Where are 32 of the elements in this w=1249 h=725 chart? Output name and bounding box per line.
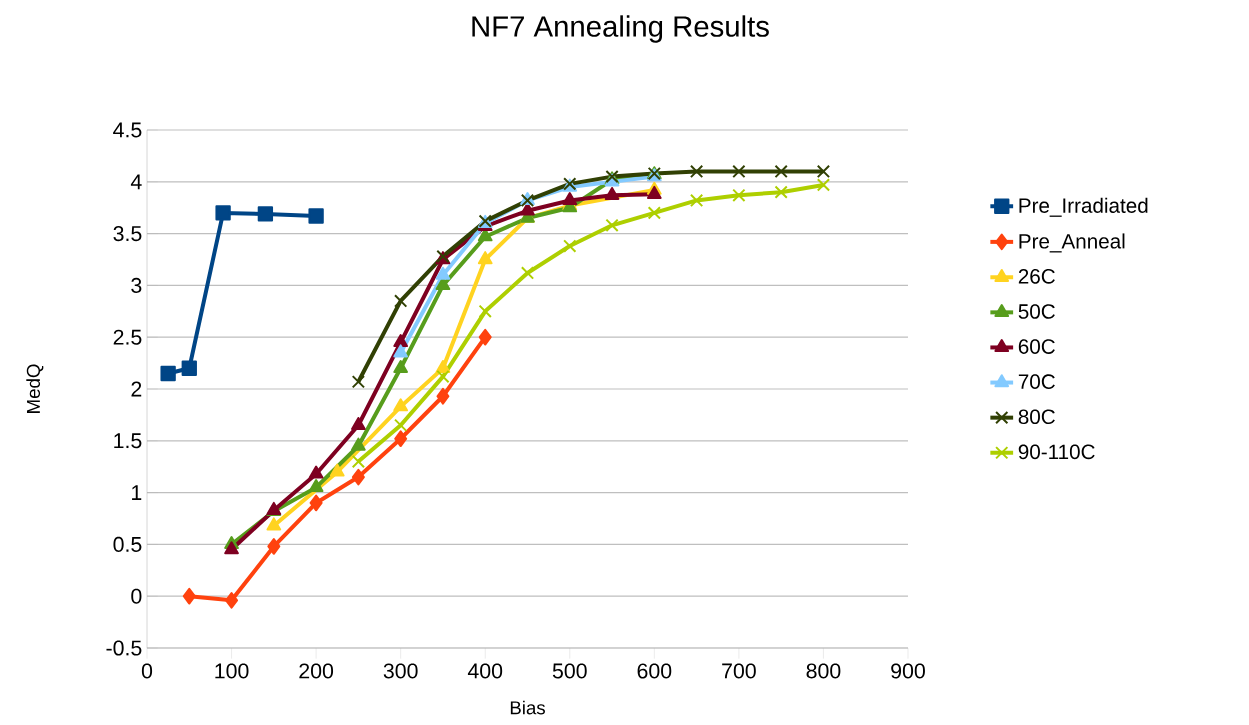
x-tick-label: 0 <box>141 663 153 679</box>
legend-label: 70C <box>1018 374 1055 389</box>
y-tick-label: 2.5 <box>113 329 142 345</box>
x-tick-label: 700 <box>722 663 756 679</box>
y-tick-label: 4 <box>130 174 142 190</box>
y-tick-label: 4.5 <box>113 122 142 138</box>
y-axis-title: MedQ <box>26 364 44 413</box>
y-tick-label: 1.5 <box>114 433 142 449</box>
x-tick-label: 600 <box>637 663 672 679</box>
x-tick-label: 300 <box>383 663 418 679</box>
legend-label: 90-110C <box>1018 444 1095 460</box>
y-tick-label: 0 <box>131 588 142 604</box>
legend-label: 50C <box>1018 304 1055 319</box>
x-axis-title: Bias <box>510 700 545 715</box>
legend-label: 80C <box>1018 409 1055 425</box>
x-tick-label: 200 <box>299 663 334 679</box>
legend-label: Pre_Irradiated <box>1019 197 1148 217</box>
x-tick-label: 800 <box>806 663 841 679</box>
y-tick-label: 1 <box>132 485 142 500</box>
legend-label: Pre_Anneal <box>1019 233 1125 253</box>
legend-label: 60C <box>1018 339 1055 354</box>
y-tick-label: 0.5 <box>113 536 142 552</box>
y-tick-label: 2 <box>131 381 142 397</box>
x-tick-label: 500 <box>552 663 587 679</box>
legend-label: 26C <box>1018 269 1055 284</box>
x-tick-label: 900 <box>891 663 925 679</box>
x-tick-label: 100 <box>215 663 249 679</box>
y-tick-label: -0.5 <box>106 640 142 656</box>
x-tick-label: 400 <box>467 663 503 679</box>
chart-title: NF7 Annealing Results <box>472 15 769 43</box>
y-tick-label: 3 <box>131 277 142 293</box>
y-tick-label: 3.5 <box>113 226 142 242</box>
